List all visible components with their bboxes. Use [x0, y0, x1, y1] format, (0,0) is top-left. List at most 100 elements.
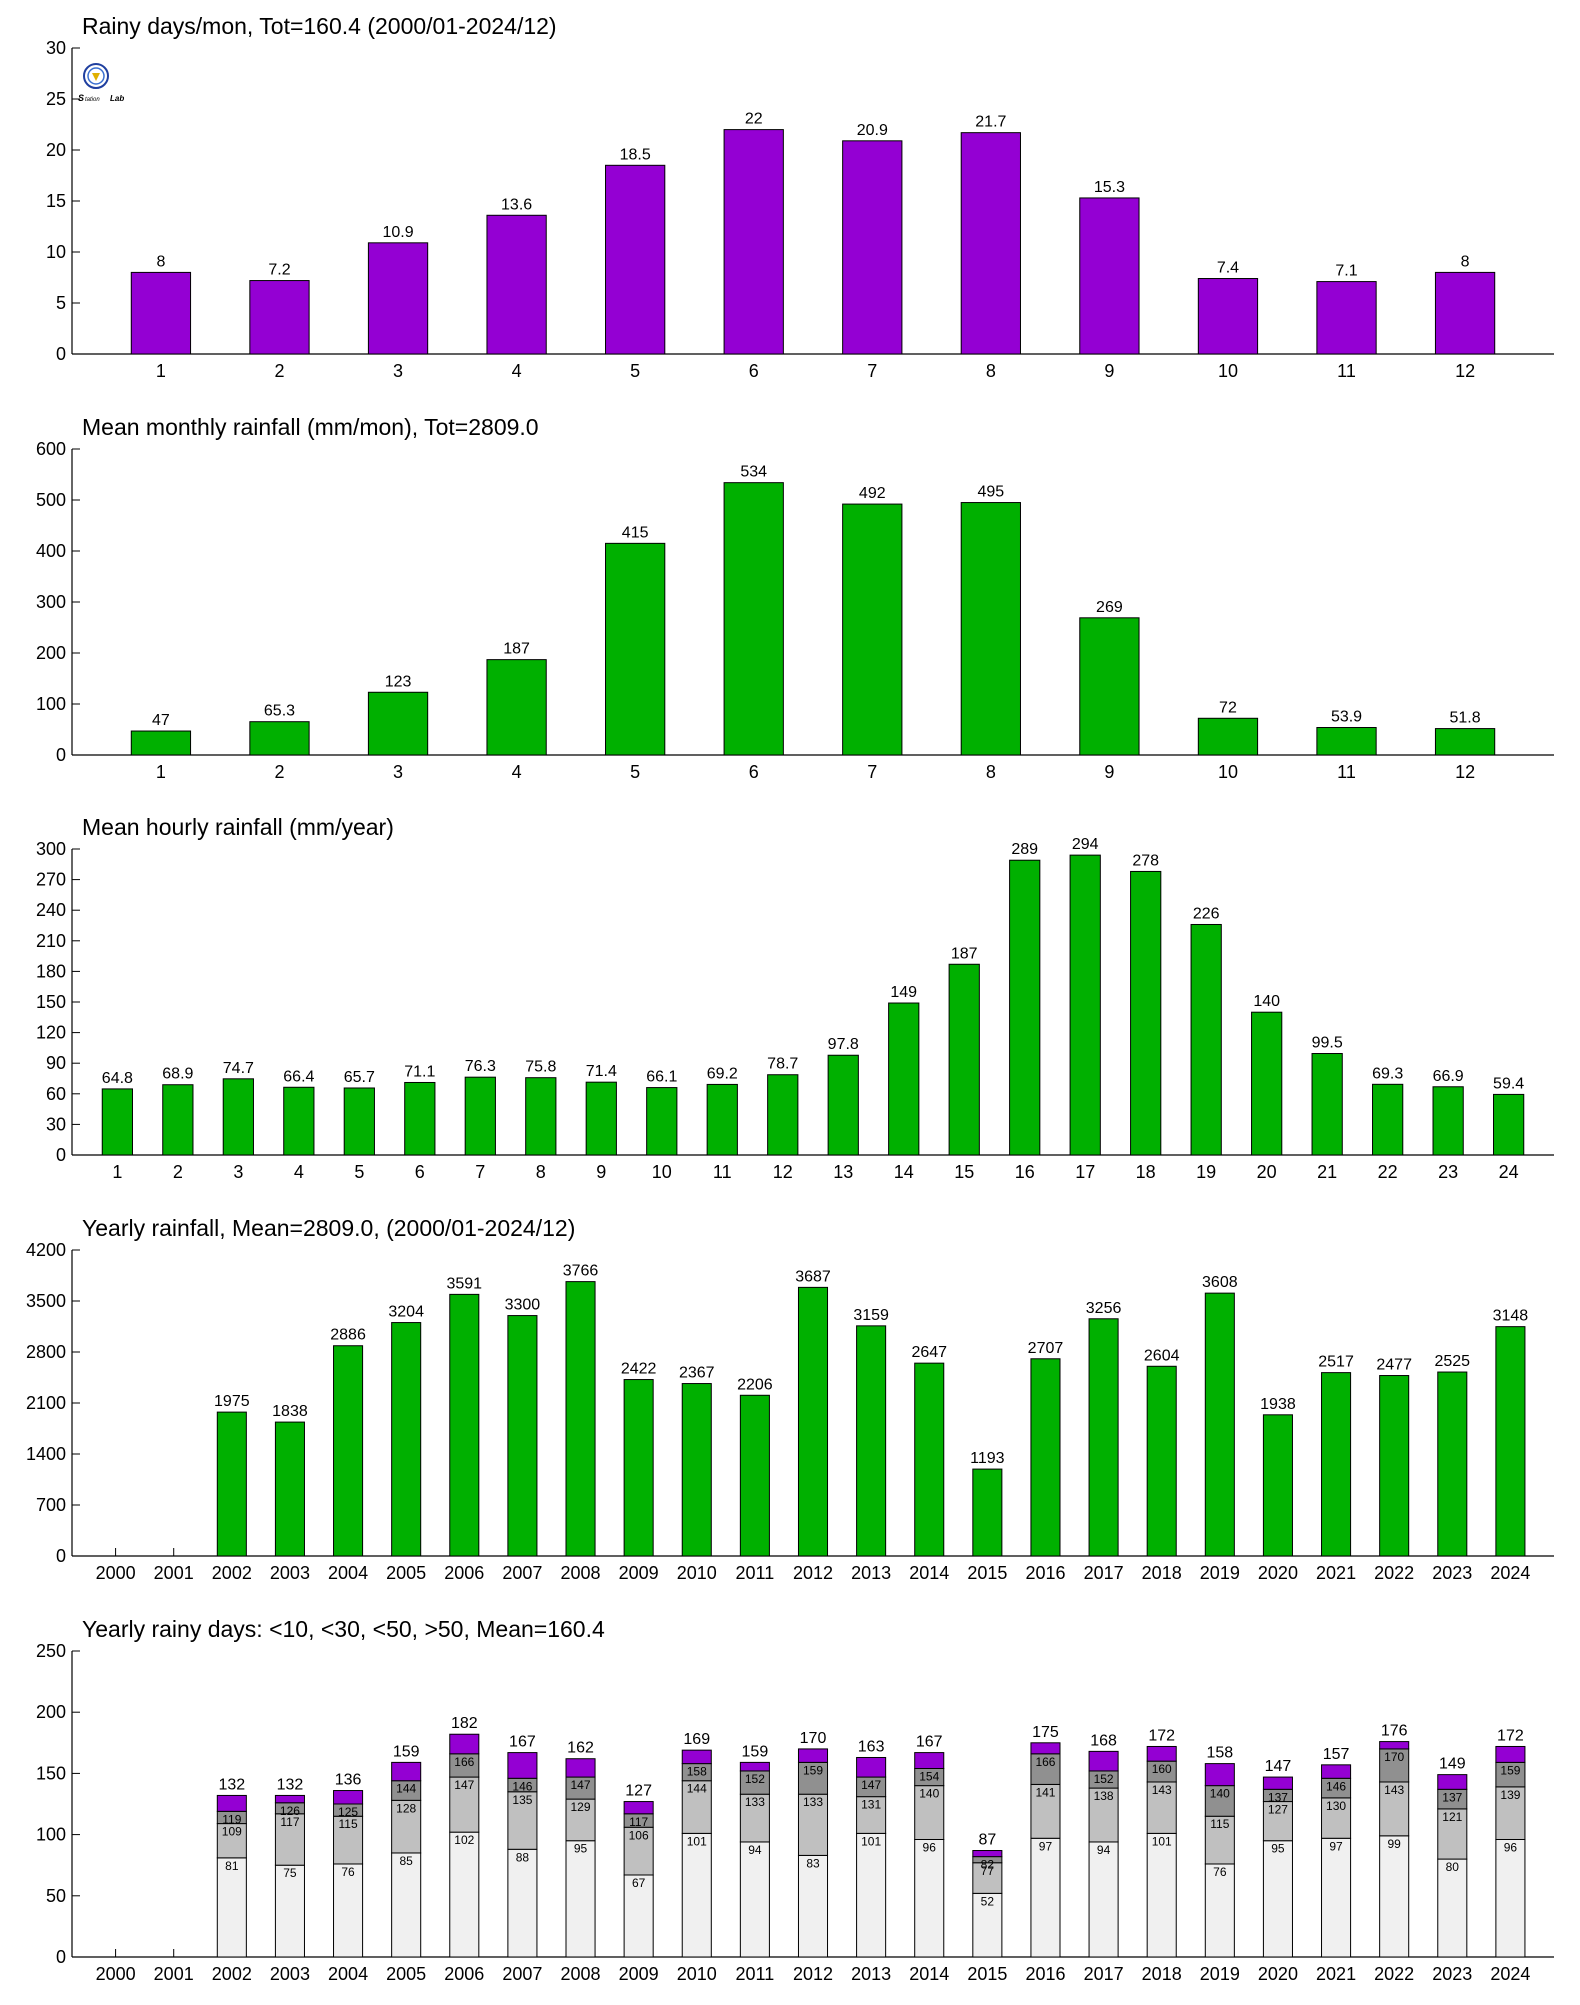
bar [1316, 281, 1377, 355]
bar [525, 1077, 557, 1156]
bar-value-label: 2647 [911, 1344, 947, 1361]
stack-segment-label: 109 [222, 1825, 242, 1839]
x-tick-label: 2000 [96, 1964, 136, 1984]
x-tick-label: 2023 [1432, 1964, 1472, 1984]
bar [842, 140, 903, 355]
x-tick-label: 2014 [909, 1563, 949, 1583]
stack-segment-lt30 [507, 1791, 538, 1850]
bar [367, 691, 429, 756]
stack-segment-label: 88 [516, 1850, 530, 1864]
x-tick-label: 2019 [1200, 1563, 1240, 1583]
x-tick-label: 5 [354, 1162, 364, 1182]
bar-value-label: 8 [1461, 253, 1470, 270]
bar [222, 1078, 254, 1156]
stack-segment-total [1030, 1742, 1061, 1755]
x-tick-label: 2015 [967, 1563, 1007, 1583]
stack-segment-lt30 [681, 1780, 712, 1834]
x-tick-label: 22 [1378, 1162, 1398, 1182]
y-tick-label: 300 [36, 839, 66, 859]
bar-value-label: 66.9 [1433, 1068, 1464, 1085]
bar [464, 1076, 496, 1156]
stack-total-label: 132 [277, 1776, 304, 1793]
bar [605, 542, 666, 756]
stack-segment-total [565, 1758, 596, 1778]
stack-segment-lt10 [1088, 1841, 1119, 1958]
bar [486, 214, 547, 355]
stack-segment-label: 67 [632, 1876, 646, 1890]
bar [1009, 859, 1041, 1156]
bar [681, 1383, 712, 1557]
bar [130, 730, 192, 756]
stack-total-label: 132 [218, 1776, 245, 1793]
y-tick-label: 150 [36, 1763, 66, 1783]
bar-value-label: 15.3 [1094, 179, 1125, 196]
x-tick-label: 2005 [386, 1563, 426, 1583]
stack-segment-lt10 [1495, 1838, 1526, 1958]
stack-segment-label: 152 [745, 1772, 765, 1786]
stack-segment-lt10 [1146, 1832, 1177, 1958]
x-tick-label: 2015 [967, 1964, 1007, 1984]
stack-segment-lt10 [856, 1832, 887, 1958]
bar-value-label: 75.8 [525, 1059, 556, 1076]
stack-total-label: 170 [800, 1730, 827, 1747]
stack-total-label: 167 [916, 1734, 943, 1751]
stack-segment-label: 166 [1035, 1755, 1055, 1769]
stack-segment-total [856, 1756, 887, 1778]
stack-total-label: 136 [335, 1772, 362, 1789]
y-tick-label: 180 [36, 961, 66, 981]
stack-segment-label: 160 [1152, 1762, 1172, 1776]
stack-segment-label: 158 [687, 1765, 707, 1779]
bar [856, 1325, 887, 1557]
bar-value-label: 47 [152, 712, 170, 729]
stack-segment-label: 147 [861, 1778, 881, 1792]
stack-segment-label: 75 [283, 1866, 297, 1880]
x-tick-label: 4 [512, 762, 522, 782]
bar [646, 1087, 678, 1156]
bar [797, 1286, 829, 1557]
bar-value-label: 97.8 [828, 1036, 859, 1053]
bar [404, 1081, 436, 1156]
x-tick-label: 7 [867, 361, 877, 381]
bar-value-label: 21.7 [975, 114, 1006, 131]
stack-total-label: 158 [1206, 1745, 1233, 1762]
x-tick-label: 2011 [736, 1563, 775, 1583]
stack-segment-lt30 [274, 1813, 305, 1866]
chart-title: Yearly rainy days: <10, <30, <50, >50, M… [82, 1616, 605, 1642]
station-logo: S tation Lab [76, 60, 134, 106]
bar-value-label: 65.7 [344, 1069, 375, 1086]
chart-title: Mean hourly rainfall (mm/year) [82, 814, 394, 840]
y-tick-label: 1400 [26, 1444, 66, 1464]
stack-segment-label: 83 [806, 1856, 820, 1870]
stack-segment-label: 77 [981, 1864, 995, 1878]
stack-segment-total [623, 1801, 654, 1815]
stack-total-label: 167 [509, 1734, 536, 1751]
bar-value-label: 3300 [505, 1297, 541, 1314]
bar-value-label: 2422 [621, 1361, 657, 1378]
y-tick-label: 200 [36, 1702, 66, 1722]
x-tick-label: 5 [630, 361, 640, 381]
bar [343, 1087, 375, 1156]
x-tick-label: 2009 [619, 1563, 659, 1583]
x-tick-label: 9 [1104, 361, 1114, 381]
stack-segment-total [449, 1733, 480, 1755]
stack-segment-lt50 [1495, 1761, 1526, 1788]
x-tick-label: 6 [749, 762, 759, 782]
bar [706, 1083, 738, 1156]
stack-segment-total [914, 1752, 945, 1770]
stack-segment-label: 52 [981, 1894, 995, 1908]
bar [1069, 854, 1101, 1156]
stack-segment-total [507, 1752, 538, 1779]
stack-segment-total [391, 1761, 422, 1782]
stack-segment-label: 129 [571, 1800, 591, 1814]
x-tick-label: 6 [415, 1162, 425, 1182]
stack-total-label: 147 [1265, 1758, 1292, 1775]
stack-segment-total [681, 1749, 712, 1765]
stack-segment-lt30 [216, 1823, 247, 1859]
stack-segment-label: 115 [338, 1817, 357, 1831]
bar [391, 1322, 422, 1557]
stack-segment-label: 81 [225, 1859, 239, 1873]
bar-value-label: 10.9 [382, 224, 413, 241]
stack-total-label: 159 [742, 1743, 769, 1760]
y-tick-label: 2800 [26, 1342, 66, 1362]
stack-segment-lt10 [391, 1852, 422, 1958]
